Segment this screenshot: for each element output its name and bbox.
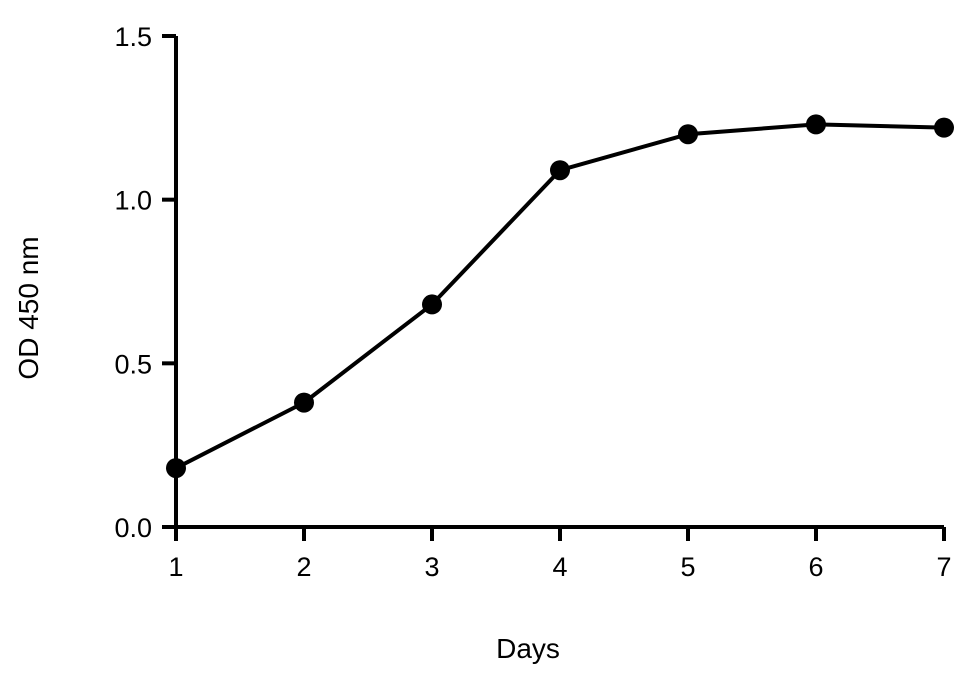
data-point [422,294,442,315]
x-tick-label: 4 [552,552,567,582]
y-axis-ticks: 0.0 0.5 1.0 1.5 [114,22,176,543]
series-layer [166,114,954,479]
data-point [550,160,570,181]
data-point [678,124,698,145]
y-tick-label: 1.0 [114,186,152,216]
y-tick-label: 1.5 [114,22,152,52]
y-tick-label: 0.5 [114,349,152,379]
y-axis-title: OD 450 nm [13,236,44,379]
x-tick-label: 5 [680,552,695,582]
axes [174,36,944,529]
x-tick-label: 7 [936,552,951,582]
x-axis-ticks: 1 2 3 4 5 6 7 [168,527,952,582]
x-tick-label: 3 [424,552,439,582]
data-point [294,392,314,413]
x-tick-label: 1 [168,552,183,582]
y-tick-label: 0.0 [114,513,152,543]
x-tick-label: 2 [296,552,311,582]
data-point [934,117,954,138]
data-point [166,458,186,479]
data-point [806,114,826,135]
x-axis-title: Days [496,633,560,664]
x-tick-label: 6 [808,552,823,582]
